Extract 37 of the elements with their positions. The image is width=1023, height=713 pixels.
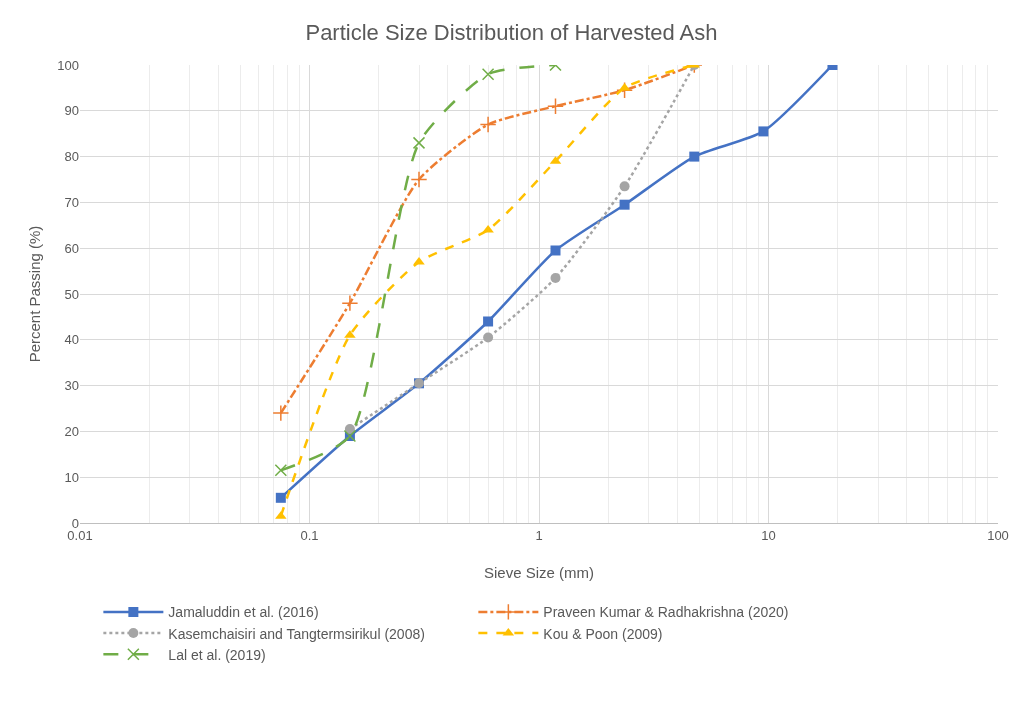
point [275, 492, 286, 503]
point [274, 464, 288, 477]
y-tick-label: 50 [64, 286, 79, 302]
y-tick-label: 40 [64, 332, 79, 348]
legend-label: Lal et al. (2019) [168, 646, 266, 663]
point [483, 316, 494, 327]
x-tick-label: 0.1 [300, 527, 319, 543]
y-tick-label: 80 [64, 149, 79, 165]
legend-label: Praveen Kumar & Radhakrishna (2020) [543, 604, 789, 621]
point [341, 294, 359, 312]
y-tick-label: 20 [64, 423, 79, 439]
y-axis-title: Percent Passing (%) [26, 225, 43, 363]
y-tick-label: 10 [64, 469, 79, 485]
legend-label: Kou & Poon (2009) [543, 625, 663, 642]
point [412, 136, 426, 150]
y-tick-label: 90 [64, 103, 79, 119]
y-tick-label: 30 [64, 378, 79, 394]
legend-label: Jamaluddin et al. (2016) [168, 604, 319, 621]
y-tick-label: 100 [57, 57, 79, 73]
point [616, 81, 634, 99]
point [479, 116, 497, 133]
y-tick-label: 60 [64, 240, 79, 256]
x-axis-title: Sieve Size (mm) [483, 564, 595, 581]
y-tick-label: 70 [64, 194, 79, 210]
point [481, 67, 495, 81]
point [272, 404, 290, 422]
point [758, 126, 769, 137]
point [410, 171, 428, 188]
chart-title: Particle Size Distribution of Harvested Ash [305, 20, 718, 46]
legend-label: Kasemchaisiri and Tangtermsirikul (2008) [168, 625, 425, 642]
point [689, 151, 700, 162]
x-tick-label: 1 [535, 527, 543, 543]
point [550, 245, 561, 256]
x-tick-label: 10 [761, 527, 776, 543]
point [547, 97, 564, 115]
point [619, 199, 630, 210]
x-tick-label: 100 [987, 527, 1009, 543]
